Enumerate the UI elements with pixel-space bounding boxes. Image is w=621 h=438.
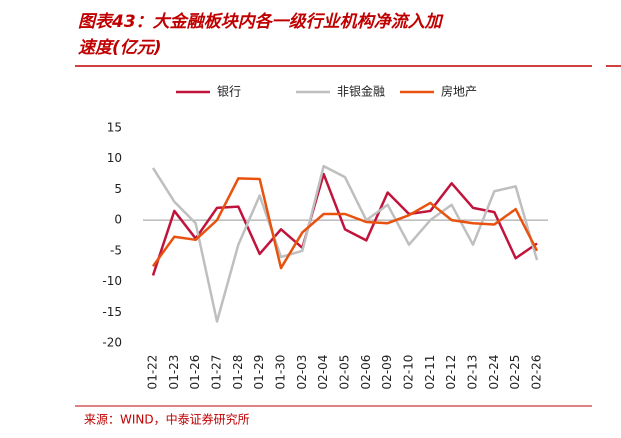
x-tick-label: 02-13 — [466, 355, 480, 390]
legend-label: 房地产 — [441, 84, 477, 99]
x-tick-label: 02-12 — [444, 355, 458, 390]
x-tick-label: 01-29 — [252, 355, 266, 390]
x-tick-label: 02-09 — [380, 355, 394, 390]
y-tick-label: -5 — [110, 243, 122, 257]
y-tick-label: -15 — [102, 305, 122, 319]
y-tick-label: -20 — [102, 336, 122, 350]
y-tick-label: 0 — [114, 213, 122, 227]
x-tick-label: 02-10 — [402, 355, 416, 390]
x-tick-label: 01-27 — [210, 355, 224, 390]
x-tick-label: 01-26 — [188, 355, 202, 390]
x-tick-label: 02-04 — [316, 355, 330, 390]
source: 来源：WIND，中泰证券研究所 — [84, 412, 250, 427]
y-tick-label: -10 — [102, 274, 122, 288]
x-tick-label: 02-26 — [530, 355, 544, 390]
chart-title: 速度(亿元) — [78, 38, 162, 58]
y-tick-label: 5 — [114, 182, 122, 196]
x-tick-label: 01-30 — [274, 355, 288, 390]
x-tick-label: 02-11 — [423, 355, 437, 390]
legend-label: 银行 — [217, 85, 241, 99]
x-tick-label: 02-24 — [487, 355, 501, 390]
x-tick-label: 01-28 — [231, 355, 245, 390]
chart-title: 图表43：大金融板块内各一级行业机构净流入加 — [78, 12, 444, 32]
series-line — [151, 164, 539, 323]
y-tick-label: 10 — [107, 151, 122, 165]
y-tick-label: 15 — [107, 121, 122, 135]
x-tick-label: 02-05 — [338, 355, 352, 390]
x-tick-label: 02-03 — [295, 355, 309, 390]
x-tick-label: 02-06 — [359, 355, 373, 390]
x-tick-label: 01-22 — [146, 355, 160, 390]
legend-label: 非银金融 — [337, 84, 385, 99]
x-tick-label: 01-23 — [167, 355, 181, 390]
series-line — [151, 172, 538, 276]
series-line — [151, 177, 539, 270]
x-tick-label: 02-25 — [508, 355, 522, 390]
